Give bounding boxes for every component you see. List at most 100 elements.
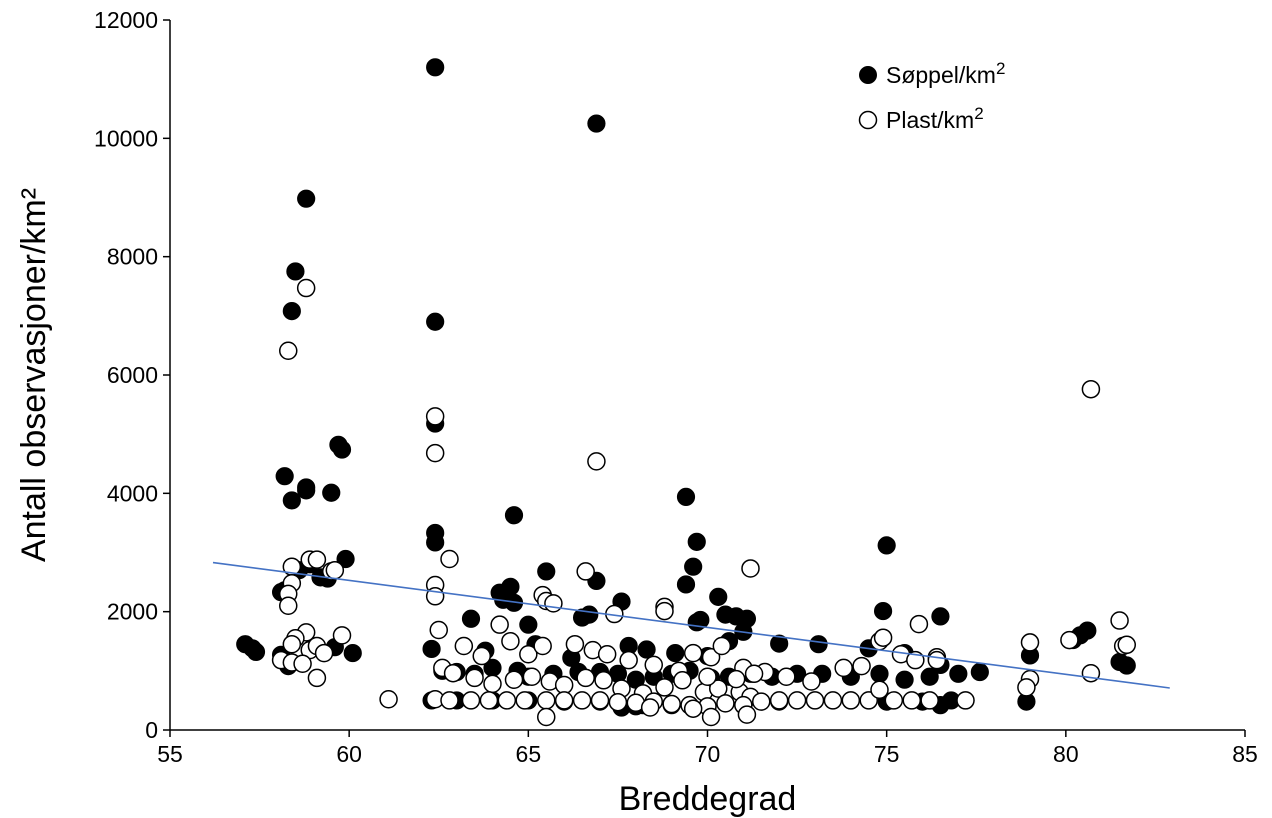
- plast-point: [554, 675, 574, 695]
- plast-point: [379, 689, 398, 709]
- plast-point: [282, 634, 302, 654]
- plast-point: [307, 550, 327, 569]
- plast-point: [741, 559, 760, 578]
- plast-point: [504, 670, 524, 689]
- soppel-point: [322, 483, 341, 502]
- x-tick-label: 85: [1232, 741, 1258, 767]
- plast-point: [787, 691, 807, 710]
- y-tick-label: 2000: [107, 599, 158, 625]
- plast-point: [1060, 630, 1079, 650]
- x-tick-label: 80: [1053, 741, 1079, 767]
- x-tick-label: 55: [157, 741, 183, 767]
- plast-point: [483, 674, 502, 694]
- plast-point: [454, 636, 474, 656]
- soppel-point: [870, 664, 889, 683]
- legend-soppel-label: Søppel/km2: [886, 59, 1005, 88]
- plast-point: [884, 691, 904, 710]
- plast-point: [640, 698, 660, 717]
- plast-point: [554, 691, 574, 710]
- plast-point: [425, 407, 445, 426]
- plast-point: [873, 628, 893, 647]
- plast-point: [501, 632, 520, 651]
- plast-point: [332, 626, 352, 645]
- x-tick-label: 60: [336, 741, 362, 767]
- plast-point: [565, 634, 585, 654]
- plast-point: [314, 643, 334, 663]
- soppel-point: [873, 601, 893, 621]
- plast-point: [461, 691, 481, 710]
- soppel-point: [246, 642, 266, 662]
- plast-point: [852, 656, 871, 676]
- plast-point: [440, 691, 459, 710]
- plast-point: [823, 691, 843, 710]
- plast-point: [644, 655, 663, 675]
- plast-point: [683, 699, 703, 718]
- plast-point: [590, 691, 610, 710]
- plast-point: [841, 691, 861, 710]
- data-markers: [212, 58, 1170, 727]
- plast-point: [726, 669, 746, 689]
- soppel-point: [687, 613, 706, 632]
- y-tick-label: 6000: [107, 362, 158, 388]
- legend-plast-label: Plast/km2: [886, 104, 984, 133]
- soppel-point: [1117, 656, 1136, 675]
- soppel-point: [426, 312, 445, 331]
- x-axis-title: Breddegrad: [619, 780, 797, 818]
- legend-soppel-marker: [859, 66, 877, 84]
- soppel-point: [297, 481, 316, 500]
- soppel-point: [687, 532, 706, 551]
- y-tick-label: 4000: [107, 480, 158, 506]
- plast-point: [870, 680, 889, 700]
- soppel-point: [931, 607, 950, 626]
- plast-point: [533, 636, 552, 656]
- soppel-point: [949, 664, 968, 683]
- plast-point: [443, 663, 463, 683]
- plast-point: [587, 452, 606, 471]
- soppel-point: [537, 562, 556, 581]
- plast-point: [701, 647, 721, 667]
- y-tick-label: 10000: [94, 125, 158, 151]
- plast-point: [307, 668, 327, 688]
- plast-point: [497, 691, 517, 710]
- soppel-point: [275, 467, 294, 486]
- plast-point: [279, 596, 298, 615]
- plast-point: [296, 278, 316, 298]
- plast-point: [737, 705, 757, 724]
- plast-point: [515, 691, 534, 710]
- soppel-point: [637, 640, 656, 659]
- plast-point: [834, 658, 853, 678]
- soppel-point: [587, 114, 606, 133]
- x-tick-label: 65: [516, 741, 542, 767]
- soppel-point: [282, 491, 301, 510]
- plast-point: [576, 562, 595, 581]
- soppel-point: [426, 58, 445, 77]
- plast-point: [537, 707, 556, 727]
- plast-point: [802, 672, 821, 691]
- plast-point: [325, 561, 345, 580]
- x-tick-label: 75: [874, 741, 900, 767]
- y-axis-ticks: 0 2000 4000 6000 8000 10000 12000: [94, 7, 170, 743]
- soppel-point: [426, 533, 445, 552]
- plast-point: [673, 671, 692, 690]
- plast-point: [519, 645, 538, 664]
- soppel-point: [970, 662, 989, 682]
- plast-point: [662, 694, 681, 714]
- soppel-point: [666, 643, 685, 663]
- plast-point: [956, 691, 975, 710]
- soppel-point: [297, 189, 316, 208]
- y-axis-title: Antall observasjoner/km²: [15, 188, 53, 562]
- soppel-point: [920, 667, 939, 686]
- plast-point: [1110, 611, 1129, 630]
- plast-point: [709, 679, 728, 698]
- plast-point: [572, 691, 592, 710]
- plast-point: [683, 643, 703, 663]
- x-tick-label: 70: [695, 741, 721, 767]
- soppel-point: [676, 487, 696, 506]
- plast-point: [576, 668, 595, 688]
- plast-point: [429, 620, 448, 640]
- plast-point: [716, 694, 735, 713]
- x-axis-ticks: 55 60 65 70 75 80 85: [157, 730, 1258, 767]
- plast-point: [1117, 635, 1136, 655]
- soppel-point: [519, 615, 538, 634]
- plast-point: [655, 678, 674, 697]
